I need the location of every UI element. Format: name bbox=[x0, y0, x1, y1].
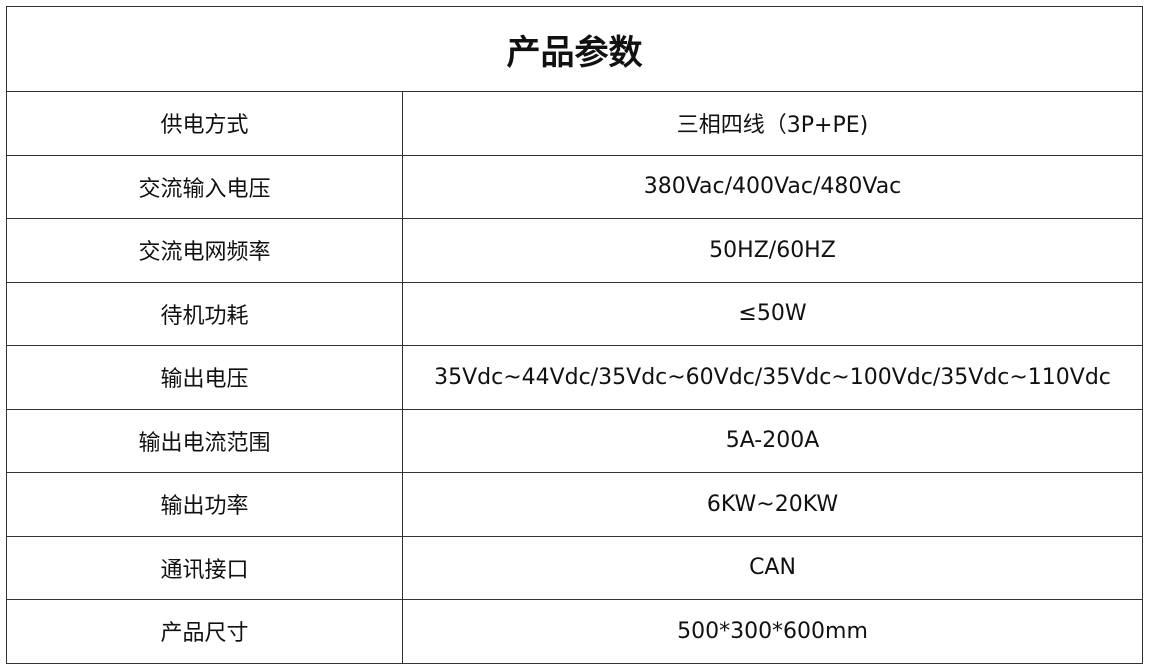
table-row: 通讯接口 CAN bbox=[6, 535, 1143, 600]
param-label: 通讯接口 bbox=[6, 535, 403, 600]
table-row: 交流输入电压 380Vac/400Vac/480Vac bbox=[6, 154, 1143, 219]
table-row: 交流电网频率 50HZ/60HZ bbox=[6, 218, 1143, 283]
param-label: 交流输入电压 bbox=[6, 154, 403, 219]
param-value: 6KW~20KW bbox=[402, 472, 1143, 537]
param-label: 产品尺寸 bbox=[6, 599, 403, 664]
param-label: 输出电流范围 bbox=[6, 408, 403, 473]
param-label: 交流电网频率 bbox=[6, 218, 403, 283]
param-label: 输出功率 bbox=[6, 472, 403, 537]
param-value: ≤50W bbox=[402, 281, 1143, 346]
param-label: 输出电压 bbox=[6, 345, 403, 410]
param-label: 供电方式 bbox=[6, 91, 403, 156]
table-row: 输出电压 35Vdc~44Vdc/35Vdc~60Vdc/35Vdc~100Vdc… bbox=[6, 345, 1143, 410]
param-value: CAN bbox=[402, 535, 1143, 600]
param-value: 50HZ/60HZ bbox=[402, 218, 1143, 283]
param-value: 5A-200A bbox=[402, 408, 1143, 473]
table-title: 产品参数 bbox=[6, 6, 1143, 92]
table-row: 输出电流范围 5A-200A bbox=[6, 408, 1143, 473]
param-label: 待机功耗 bbox=[6, 281, 403, 346]
param-value: 380Vac/400Vac/480Vac bbox=[402, 154, 1143, 219]
param-value: 500*300*600mm bbox=[402, 599, 1143, 664]
table-row: 输出功率 6KW~20KW bbox=[6, 472, 1143, 537]
product-parameters-table: 产品参数 供电方式 三相四线（3P+PE) 交流输入电压 380Vac/400Vac/… bbox=[6, 6, 1143, 664]
table-row: 供电方式 三相四线（3P+PE) bbox=[6, 91, 1143, 156]
table-row: 待机功耗 ≤50W bbox=[6, 281, 1143, 346]
param-value: 三相四线（3P+PE) bbox=[402, 91, 1143, 156]
table-row: 产品尺寸 500*300*600mm bbox=[6, 599, 1143, 664]
param-value: 35Vdc~44Vdc/35Vdc~60Vdc/35Vdc~100Vdc/35V… bbox=[402, 345, 1143, 410]
